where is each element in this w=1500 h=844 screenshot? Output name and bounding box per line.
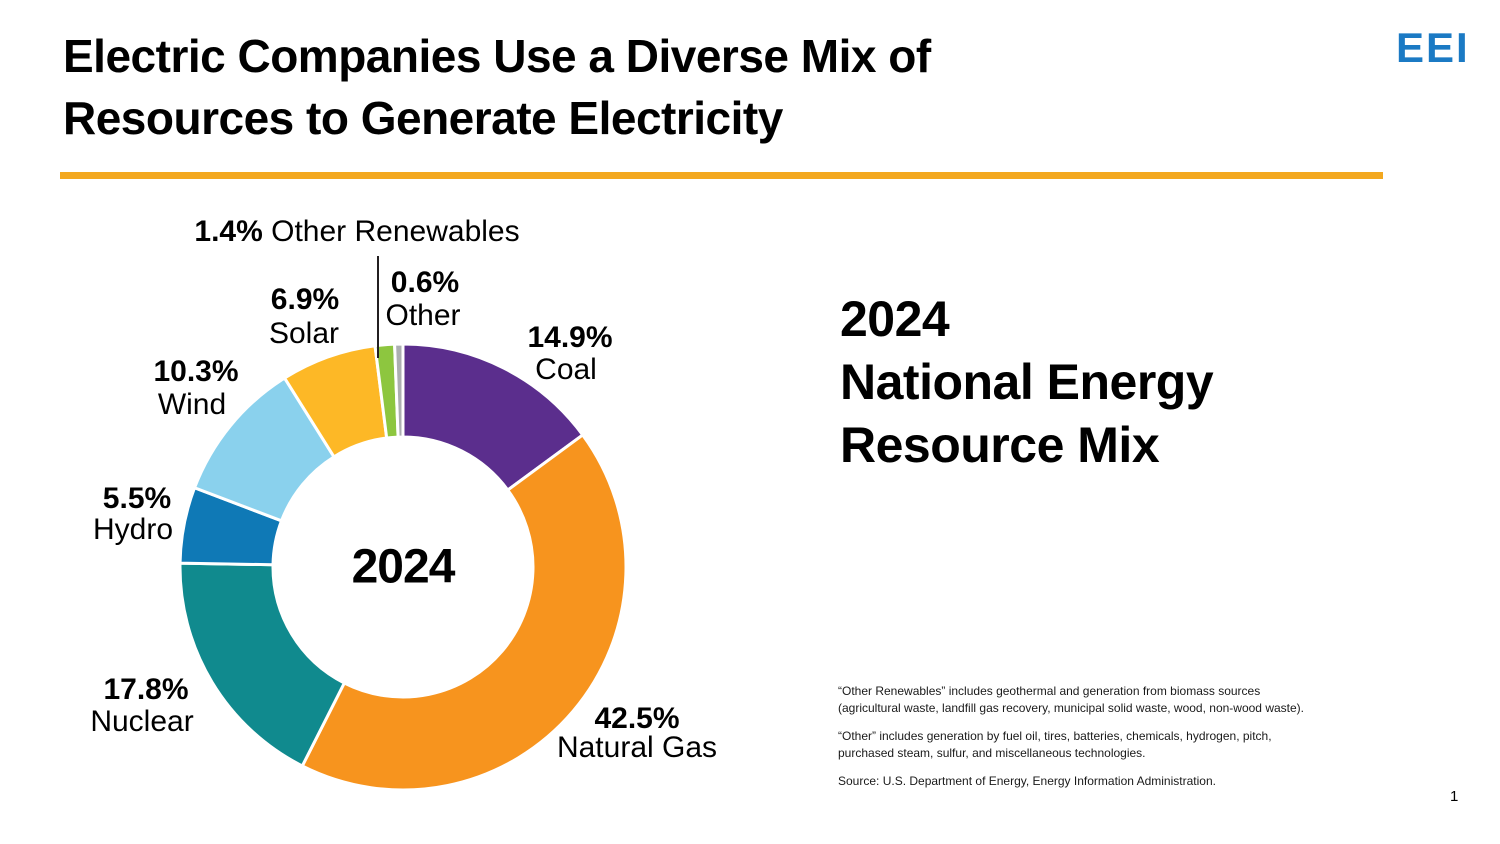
- chart-heading-line2: National Energy: [840, 354, 1214, 410]
- label-natural-gas-pct: 42.5%: [594, 702, 680, 735]
- footnotes: “Other Renewables” includes geothermal a…: [838, 683, 1306, 801]
- page-title-line1: Electric Companies Use a Diverse Mix of: [63, 30, 931, 82]
- label-coal-name: Coal: [535, 353, 597, 386]
- label-wind-pct: 10.3%: [153, 355, 239, 388]
- page-title-line2: Resources to Generate Electricity: [63, 92, 783, 144]
- donut-center-year: 2024: [351, 540, 456, 594]
- other-renewables-leader-line: [377, 256, 379, 358]
- label-solar-name: Solar: [268, 317, 340, 350]
- label-coal-pct: 14.9%: [527, 321, 613, 354]
- page-title: Electric Companies Use a Diverse Mix of …: [63, 25, 931, 149]
- label-hydro-pct: 5.5%: [102, 482, 172, 515]
- label-natural-gas-name: Natural Gas: [556, 731, 718, 764]
- label-other-renewables: 1.4% Other Renewables: [194, 217, 519, 247]
- page-number: 1: [1450, 788, 1459, 805]
- label-other-renewables-pct: 1.4%: [194, 215, 263, 248]
- accent-rule: [60, 172, 1383, 179]
- footnote-other: “Other” includes generation by fuel oil,…: [838, 729, 1272, 760]
- eei-logo: EEI: [1396, 24, 1470, 71]
- label-solar-pct: 6.9%: [270, 283, 340, 316]
- donut-svg: [178, 342, 628, 792]
- source-note: Source: U.S. Department of Energy, Energ…: [838, 774, 1216, 788]
- label-other-pct: 0.6%: [390, 266, 460, 299]
- label-other-name: Other: [385, 299, 461, 332]
- donut-chart: [173, 337, 633, 797]
- chart-heading: 2024 National Energy Resource Mix: [840, 288, 1214, 477]
- label-hydro-name: Hydro: [92, 513, 174, 546]
- slice-natural-gas: [300, 432, 628, 792]
- chart-heading-line1: 2024: [840, 291, 950, 347]
- label-nuclear-pct: 17.8%: [103, 673, 189, 706]
- footnote-other-renewables: “Other Renewables” includes geothermal a…: [838, 684, 1304, 715]
- slice-nuclear: [178, 561, 347, 768]
- label-nuclear-name: Nuclear: [90, 705, 194, 738]
- slice-other: [393, 342, 405, 439]
- label-wind-name: Wind: [157, 388, 227, 421]
- label-other-renewables-name: Other Renewables: [271, 215, 520, 248]
- chart-heading-line3: Resource Mix: [840, 417, 1160, 473]
